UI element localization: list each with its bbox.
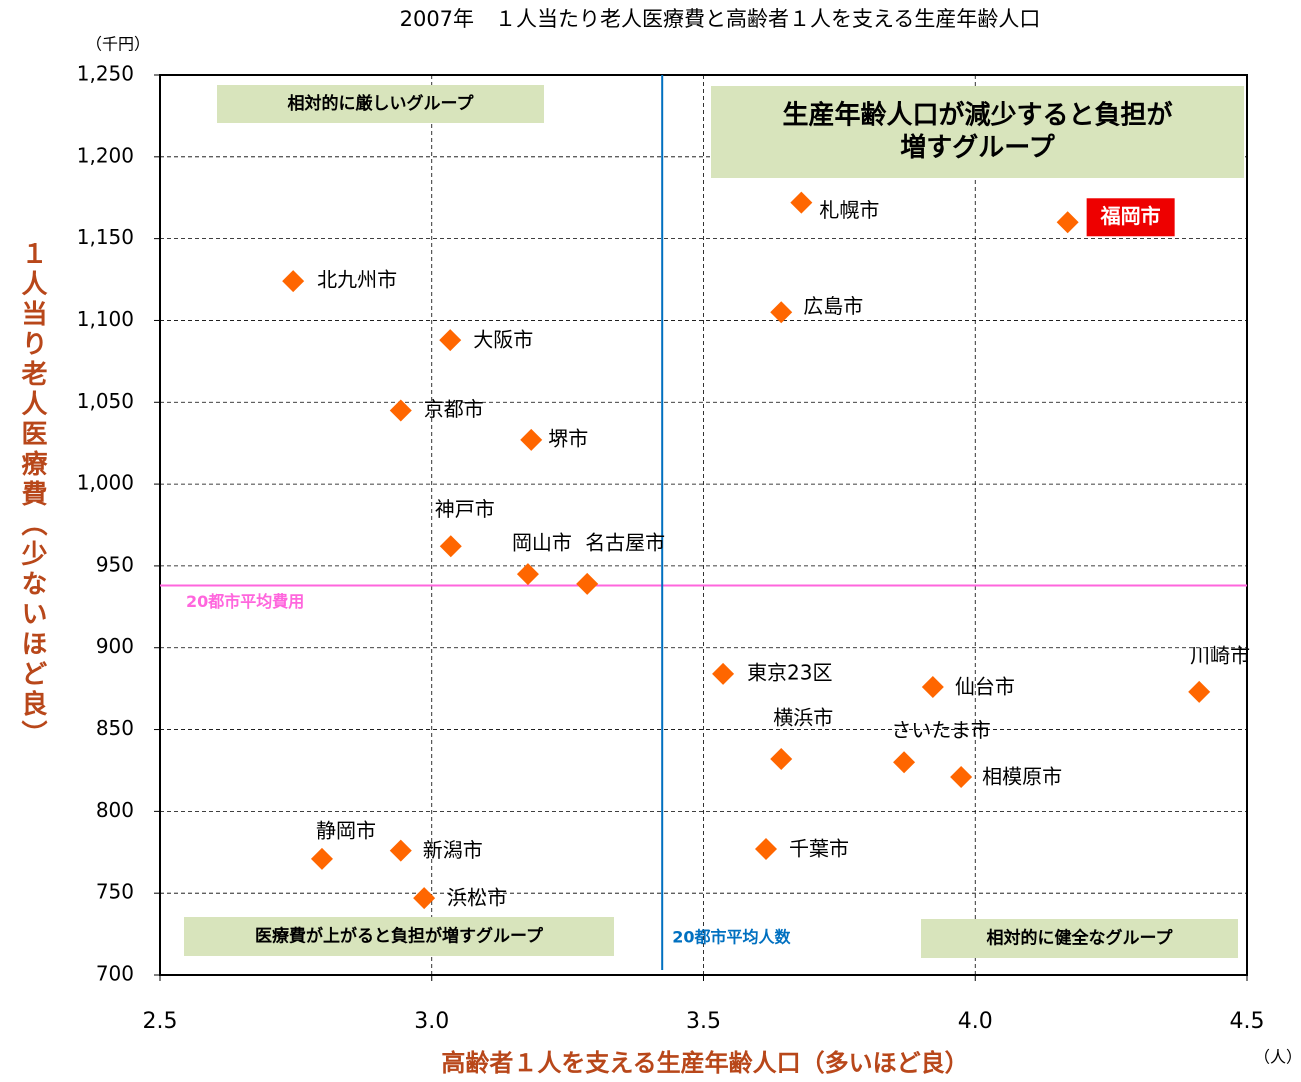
y-tick-label: 750 [96,880,134,904]
point [576,572,599,595]
point-label: 名古屋市 [585,530,665,554]
group-label: 増すグループ [900,133,1055,163]
point-label: さいたま市 [891,718,990,742]
plot-frame [159,74,1248,976]
point-label: 大阪市 [473,328,533,352]
group-box [217,85,544,123]
chart-title: 2007年 １人当たり老人医療費と高齢者１人を支える生産年齢人口 [400,7,1041,31]
point-label: 岡山市 [512,531,572,555]
group-label: 生産年齢人口が減少すると負担が [782,99,1172,130]
point [790,191,813,214]
x-tick-label: 4.0 [958,1009,993,1034]
avg-label: 20都市平均人数 [672,928,791,947]
point-label: 静岡市 [316,818,376,842]
y-tick-label: 1,100 [77,307,134,331]
point [1188,680,1211,703]
y-axis-label: １人当り老人医療費（少ないほど良） [17,240,47,750]
highlight-box [1086,198,1175,237]
point [520,428,543,451]
point [282,270,305,293]
point [950,766,973,788]
point-label: 京都市 [424,397,484,421]
point [755,838,778,860]
y-tick-label: 1,050 [77,389,134,413]
y-tick-label: 800 [96,798,134,822]
point [770,748,793,770]
point-label: 横浜市 [773,706,833,730]
point [712,662,735,685]
point-label: 東京23区 [747,660,832,684]
point [893,751,916,774]
point-label: 川崎市 [1190,643,1250,667]
point-label: 福岡市 [1100,204,1161,228]
group-label: 相対的に健全なグループ [987,928,1174,949]
x-unit: （人） [1254,1048,1301,1067]
x-tick-label: 4.5 [1230,1009,1265,1034]
point [310,847,333,870]
y-tick-label: 850 [96,716,134,740]
point-label: 堺市 [548,426,588,450]
x-tick-label: 2.5 [143,1009,178,1034]
point-label: 広島市 [803,294,863,318]
avg-label: 20都市平均費用 [186,592,304,611]
y-unit: （千円） [86,35,150,54]
x-tick-label: 3.0 [414,1009,449,1034]
point-label: 神戸市 [435,497,495,521]
x-axis-label: 高齢者１人を支える生産年齢人口（多いほど良） [441,1049,968,1077]
point-label: 千葉市 [789,837,849,861]
group-label: 医療費が上がると負担が増すグループ [255,926,544,947]
y-tick-label: 1,150 [77,225,134,249]
point-label: 札幌市 [819,198,879,222]
point [439,535,462,558]
x-tick-label: 3.5 [686,1009,721,1034]
y-tick-label: 900 [96,634,134,658]
point-label: 新潟市 [423,838,483,862]
point-label: 北九州市 [317,268,397,292]
point [389,839,412,862]
group-label: 相対的に厳しいグループ [288,93,475,114]
y-tick-label: 1,250 [77,62,134,86]
point [770,301,793,324]
point-label: 浜松市 [447,886,507,910]
group-box [711,86,1244,178]
y-tick-label: 950 [96,552,134,576]
group-box [921,919,1238,958]
point-label: 相模原市 [982,765,1062,789]
y-tick-label: 700 [96,962,134,986]
group-box [184,917,614,956]
point [413,887,436,910]
point [516,563,539,586]
point [921,676,944,698]
point [1056,211,1079,234]
point [439,329,462,352]
point [389,399,412,422]
point-label: 仙台市 [955,675,1015,699]
y-tick-label: 1,000 [77,471,134,495]
y-tick-label: 1,200 [77,143,134,167]
